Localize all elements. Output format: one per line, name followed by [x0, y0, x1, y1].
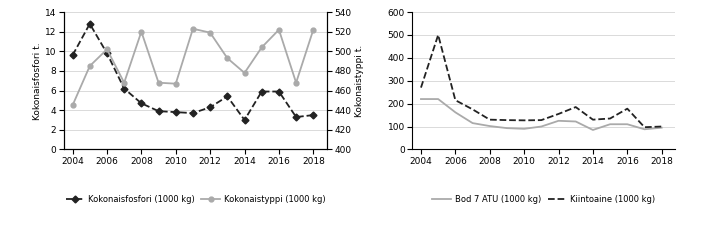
Legend: Bod 7 ATU (1000 kg), Kiintoaine (1000 kg): Bod 7 ATU (1000 kg), Kiintoaine (1000 kg… [429, 192, 659, 208]
Y-axis label: Kokonaisfosfori t.: Kokonaisfosfori t. [33, 42, 42, 120]
Legend: Kokonaisfosfori (1000 kg), Kokonaistyppi (1000 kg): Kokonaisfosfori (1000 kg), Kokonaistyppi… [62, 192, 329, 208]
Y-axis label: Kokonaistyppi t.: Kokonaistyppi t. [355, 45, 364, 117]
